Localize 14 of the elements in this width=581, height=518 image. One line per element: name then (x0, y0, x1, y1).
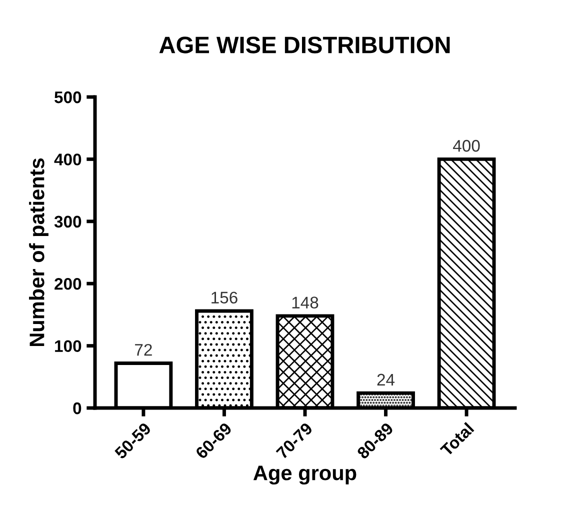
data-label: 24 (377, 374, 395, 386)
y-tick-label: 100 (55, 340, 82, 352)
data-label: 72 (135, 344, 152, 356)
y-tick-label: 300 (54, 216, 82, 228)
y-tick-label: 500 (54, 91, 82, 104)
y-tick-label: 0 (73, 402, 82, 414)
y-axis-title: Number of patients (29, 158, 48, 346)
y-tick-label: 200 (54, 278, 82, 290)
data-label: 148 (292, 296, 318, 308)
x-axis-title: Age group (253, 466, 356, 485)
chart-title: AGE WISE DISTRIBUTION (159, 36, 450, 54)
data-label: 156 (212, 292, 238, 304)
y-tick-label: 400 (54, 154, 82, 166)
data-label: 400 (453, 140, 480, 152)
